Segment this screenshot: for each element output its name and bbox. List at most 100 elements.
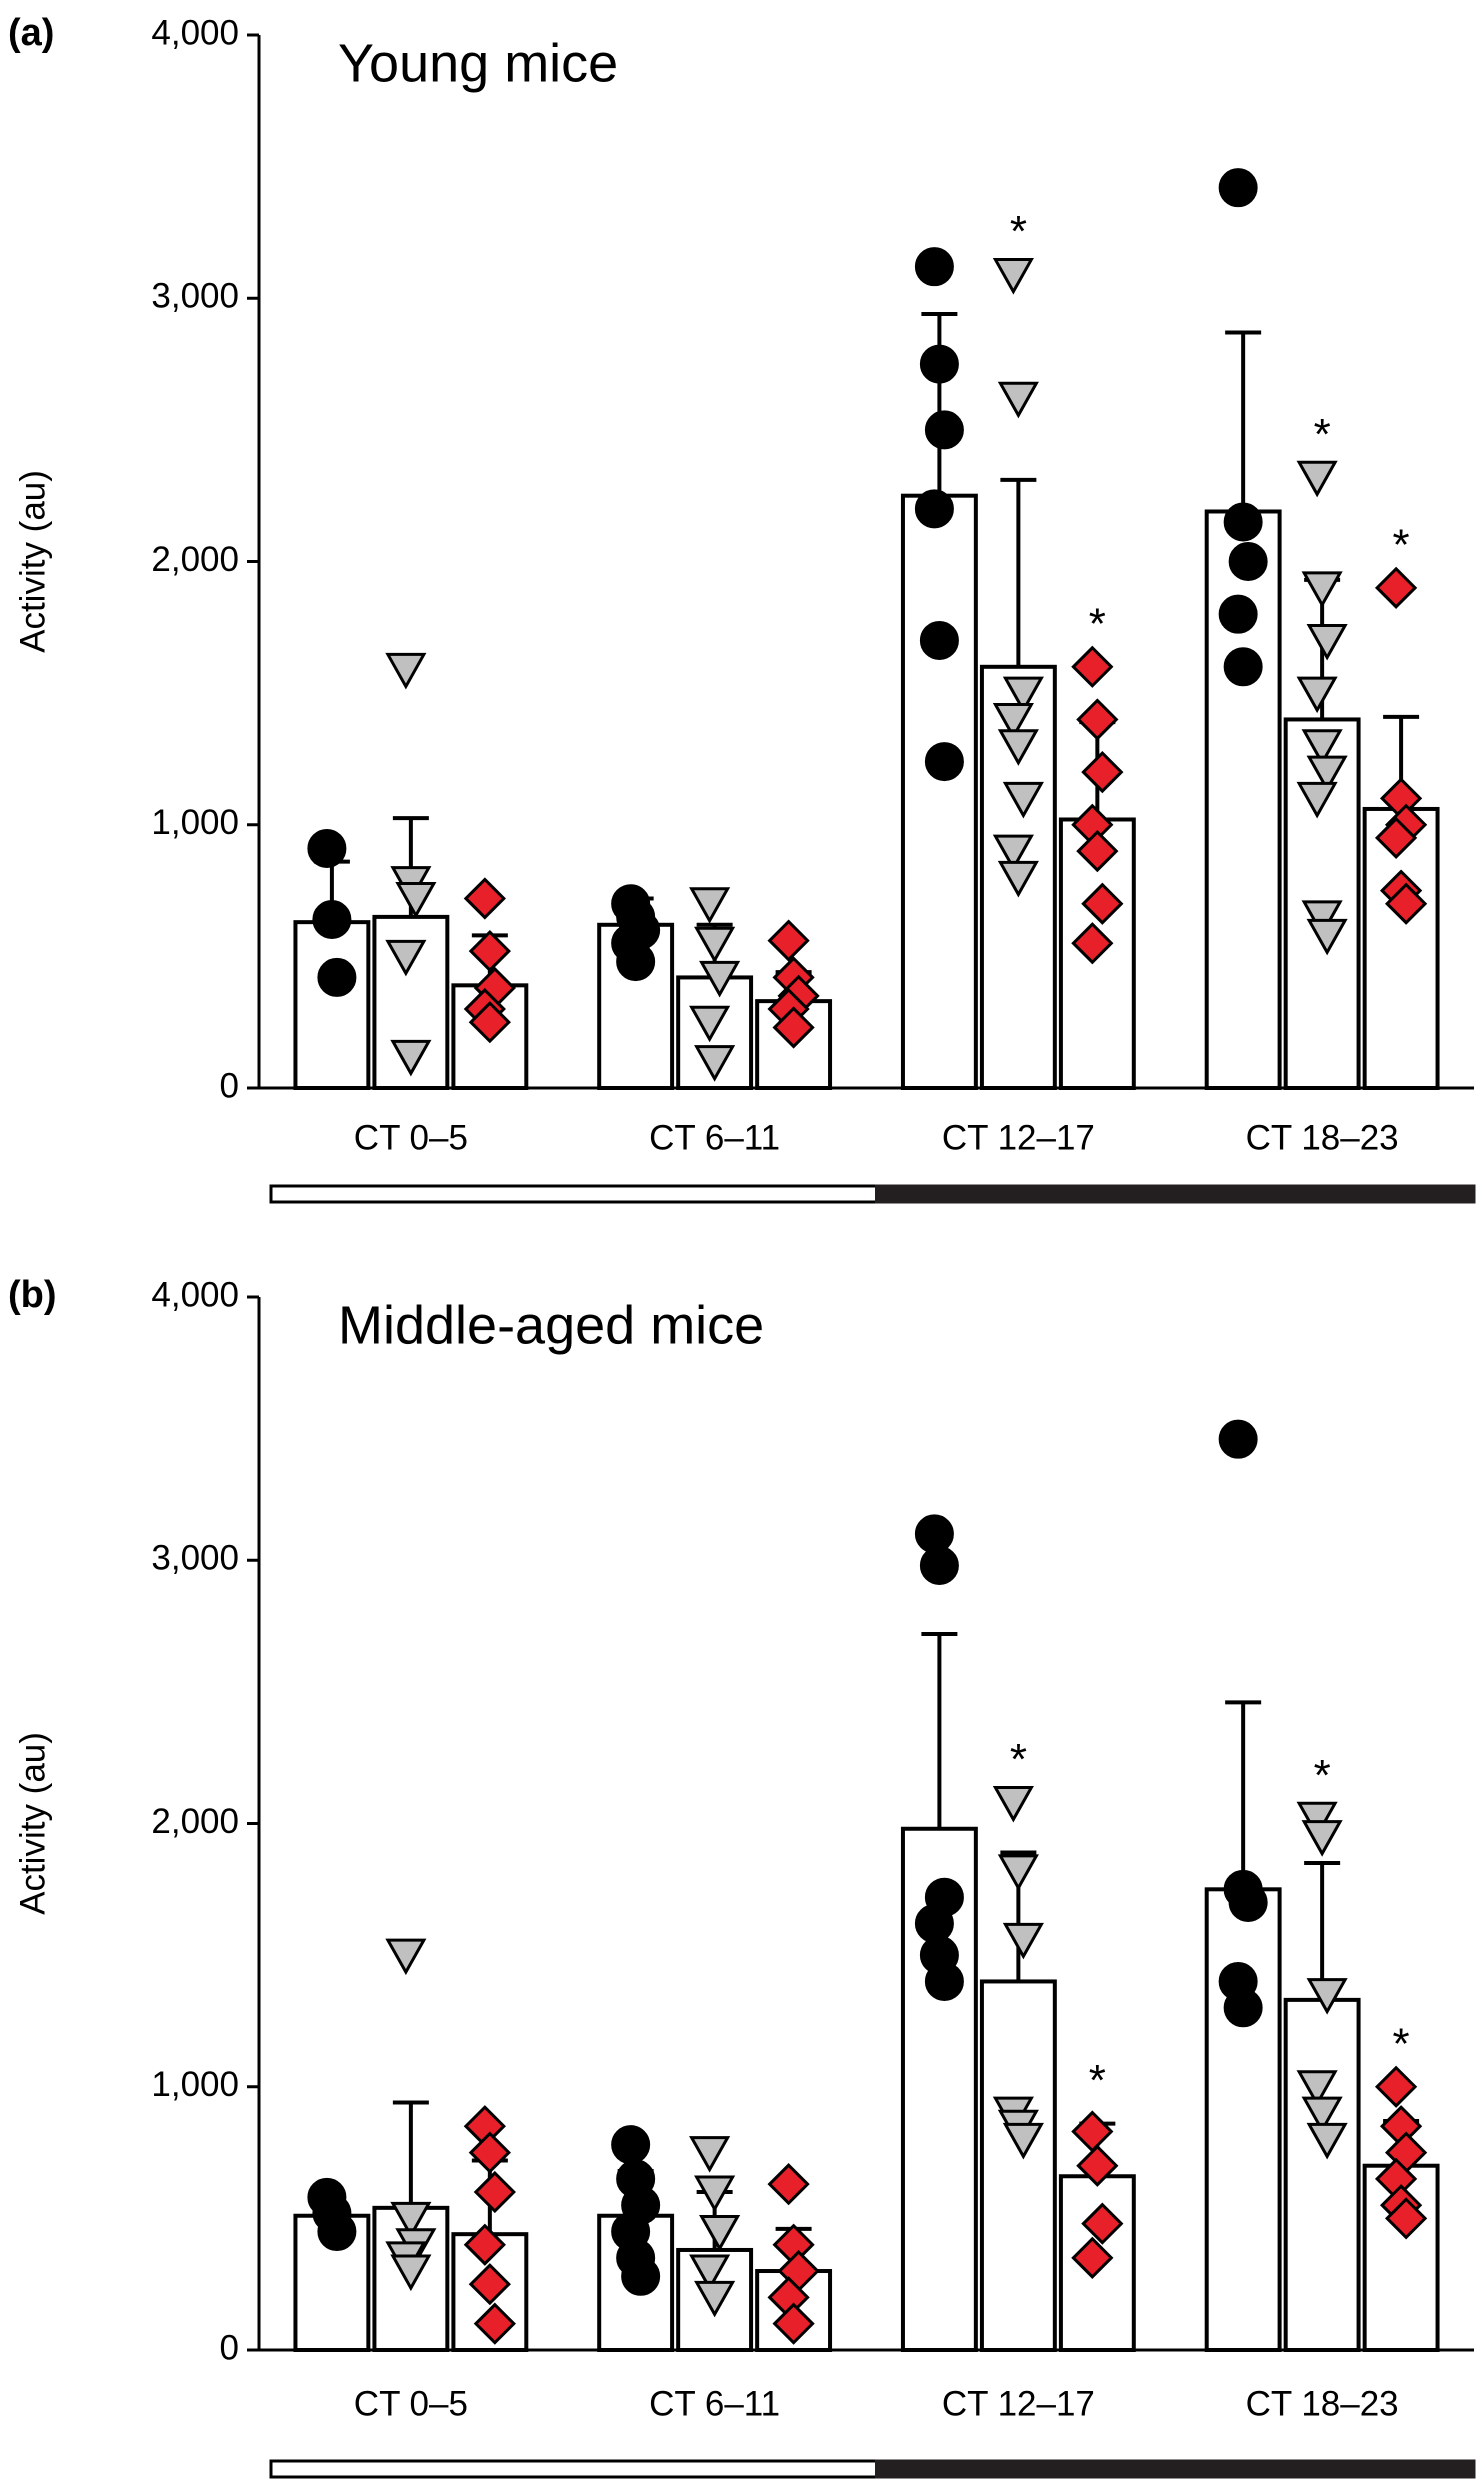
panel-label: (b) xyxy=(8,1274,57,1316)
light-phase xyxy=(269,2459,878,2479)
point xyxy=(997,1854,1039,1891)
point xyxy=(390,2201,432,2239)
point xyxy=(1296,2070,1338,2107)
point xyxy=(1301,900,1343,937)
point xyxy=(919,1546,959,1586)
point xyxy=(992,834,1034,872)
panel-label: (a) xyxy=(8,12,54,54)
point xyxy=(689,887,731,924)
point xyxy=(924,1961,964,2001)
point xyxy=(1306,623,1348,661)
point xyxy=(1081,750,1124,794)
significance: * xyxy=(1089,599,1106,648)
point xyxy=(694,2280,736,2318)
point xyxy=(473,2170,516,2214)
point xyxy=(616,942,656,982)
point xyxy=(1306,2122,1348,2160)
point xyxy=(390,1039,432,1077)
point xyxy=(1374,816,1418,860)
point xyxy=(1218,168,1258,208)
significance: * xyxy=(1393,2019,1410,2068)
point xyxy=(317,957,357,997)
point xyxy=(1301,1820,1343,1857)
point xyxy=(1384,882,1428,925)
point xyxy=(997,860,1039,898)
x-tick-label: CT 12–17 xyxy=(942,2384,1095,2423)
y-axis-label: Activity (au) xyxy=(13,1732,52,1915)
point xyxy=(992,258,1034,295)
y-tick-label: 4,000 xyxy=(151,13,239,52)
significance: * xyxy=(1314,1751,1331,1800)
bar xyxy=(1204,1887,1282,2352)
point xyxy=(1071,922,1114,965)
bar xyxy=(293,920,371,1091)
point xyxy=(463,877,506,920)
x-tick-label: CT 0–5 xyxy=(354,1118,468,1157)
point xyxy=(1002,781,1044,819)
point xyxy=(924,410,964,450)
y-tick-label: 3,000 xyxy=(151,277,239,316)
point xyxy=(992,1785,1034,1823)
point xyxy=(1002,676,1044,714)
point xyxy=(1374,2065,1418,2108)
point xyxy=(621,2256,661,2296)
point xyxy=(473,2302,516,2345)
point xyxy=(1076,829,1119,873)
dark-phase xyxy=(875,1184,1476,1204)
point xyxy=(395,881,437,919)
bar xyxy=(1283,1997,1361,2352)
point xyxy=(1384,2197,1428,2240)
point xyxy=(385,1938,427,1976)
point xyxy=(1223,647,1263,687)
x-tick-label: CT 6–11 xyxy=(649,2384,780,2423)
point xyxy=(1071,2236,1114,2279)
point xyxy=(1296,460,1338,498)
point xyxy=(1218,594,1258,634)
point xyxy=(1081,882,1124,925)
point xyxy=(997,729,1039,766)
point xyxy=(914,1514,954,1554)
point xyxy=(1223,502,1263,542)
point xyxy=(772,2302,815,2345)
point xyxy=(1301,571,1343,608)
point xyxy=(919,344,959,384)
point xyxy=(611,2125,651,2165)
chart-title: Young mice xyxy=(338,33,618,93)
point xyxy=(772,1006,815,1049)
point xyxy=(1374,566,1418,609)
point xyxy=(699,960,741,998)
chart-title: Middle-aged mice xyxy=(338,1295,764,1355)
point xyxy=(312,900,352,940)
point xyxy=(1296,676,1338,714)
point xyxy=(1306,918,1348,956)
y-tick-label: 0 xyxy=(220,1066,239,1105)
panel: (b) Middle-aged mice Activity (au) 0 1,000 2,… xyxy=(8,1274,1476,2479)
point xyxy=(689,2136,731,2173)
point xyxy=(1218,1419,1258,1459)
x-tick-label: CT 6–11 xyxy=(649,1118,780,1157)
point xyxy=(1081,2202,1124,2245)
y-tick-label: 4,000 xyxy=(151,1275,239,1314)
point xyxy=(767,919,810,962)
point xyxy=(468,2263,511,2306)
point xyxy=(992,702,1034,740)
y-tick-label: 0 xyxy=(220,2328,239,2367)
panel: (a) Young mice Activity (au) 0 1,000 2,000 3,0… xyxy=(8,12,1476,1204)
point xyxy=(1002,2122,1044,2160)
point xyxy=(1071,645,1114,688)
point xyxy=(1228,1882,1268,1922)
bar xyxy=(979,1979,1057,2352)
point xyxy=(468,2131,511,2174)
point xyxy=(699,2215,741,2252)
x-tick-label: CT 18–23 xyxy=(1246,2384,1399,2423)
y-tick-label: 2,000 xyxy=(151,540,239,579)
point xyxy=(694,2175,736,2213)
x-tick-label: CT 18–23 xyxy=(1246,1118,1399,1157)
significance: * xyxy=(1393,520,1410,569)
light-phase xyxy=(269,1184,878,1204)
point xyxy=(914,489,954,529)
point xyxy=(997,381,1039,419)
point xyxy=(1076,2144,1119,2187)
point xyxy=(1002,1922,1044,1960)
